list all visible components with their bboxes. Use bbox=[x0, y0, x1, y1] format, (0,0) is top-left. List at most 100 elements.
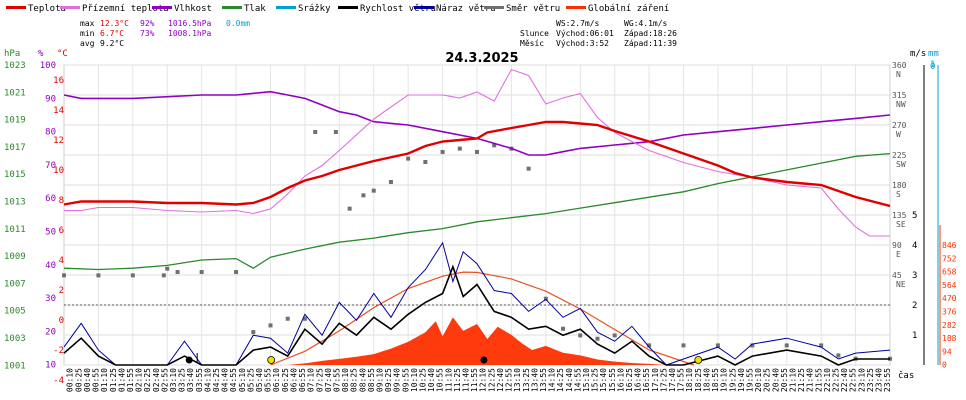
rad-tick-5: 376 bbox=[942, 308, 957, 317]
x-tick-67: 16:55 bbox=[642, 368, 651, 392]
x-tick-2: 00:40 bbox=[83, 368, 92, 392]
series-pressure-line bbox=[63, 152, 891, 271]
legend-label-8: Globální záření bbox=[588, 4, 669, 14]
x-tick-54: 13:40 bbox=[530, 368, 539, 392]
legend-label-7: Směr větru bbox=[506, 4, 560, 14]
c-tick-3: 10 bbox=[53, 166, 64, 176]
rad-tick-3: 564 bbox=[942, 281, 957, 290]
stat-max-label: max bbox=[80, 19, 95, 28]
hpa-tick-5: 1013 bbox=[4, 198, 26, 208]
hpa-tick-3: 1017 bbox=[4, 143, 26, 153]
wind-dir-point-8 bbox=[251, 330, 256, 335]
x-tick-85: 21:25 bbox=[797, 368, 806, 392]
x-tick-83: 20:55 bbox=[780, 368, 789, 392]
x-tick-51: 12:55 bbox=[505, 368, 514, 392]
x-tick-92: 23:10 bbox=[857, 368, 866, 392]
dir-lbl-3: SW bbox=[896, 160, 906, 169]
x-tick-52: 13:10 bbox=[513, 368, 522, 392]
x-tick-3: 00:55 bbox=[92, 368, 101, 392]
legend-swatch-7 bbox=[484, 6, 504, 9]
dir-lbl-6: E bbox=[896, 250, 901, 259]
x-tick-40: 10:10 bbox=[410, 368, 419, 392]
ms-tick-2: 3 bbox=[912, 271, 917, 281]
pct-tick-5: 50 bbox=[45, 228, 56, 238]
x-tick-82: 20:40 bbox=[771, 368, 780, 392]
series-wind-speed-line bbox=[63, 264, 890, 366]
x-tick-37: 09:25 bbox=[384, 368, 393, 392]
noon-marker bbox=[480, 356, 488, 364]
axis-unit-pct: % bbox=[38, 49, 44, 59]
mm-tick-0: 1 bbox=[930, 60, 935, 70]
x-tick-26: 06:40 bbox=[289, 368, 298, 392]
x-tick-11: 02:55 bbox=[160, 368, 169, 392]
info-ws: WS:2.7m/s bbox=[556, 19, 600, 28]
x-tick-10: 02:40 bbox=[152, 368, 161, 392]
dir-lbl-1: NW bbox=[896, 100, 906, 109]
x-tick-73: 18:25 bbox=[694, 368, 703, 392]
pct-tick-6: 40 bbox=[45, 261, 56, 271]
x-tick-44: 11:10 bbox=[444, 368, 453, 392]
legend-swatch-5 bbox=[338, 6, 358, 9]
x-tick-41: 10:25 bbox=[419, 368, 428, 392]
wind-dir-point-3 bbox=[161, 273, 166, 278]
x-tick-0: 00:10 bbox=[66, 368, 75, 392]
x-tick-18: 04:40 bbox=[221, 368, 230, 392]
x-tick-61: 15:25 bbox=[591, 368, 600, 392]
pct-tick-2: 80 bbox=[45, 128, 56, 138]
wind-dir-point-32 bbox=[681, 343, 686, 348]
x-tick-66: 16:40 bbox=[634, 368, 643, 392]
dir-deg-5: 135 bbox=[892, 211, 907, 220]
stats-block: max 12.3°C 92% 1016.5hPa 0.0mm min 6.7°C… bbox=[80, 19, 250, 48]
moonrise-marker bbox=[185, 356, 193, 364]
legend-swatch-0 bbox=[6, 6, 26, 9]
legend-label-3: Tlak bbox=[244, 4, 266, 14]
x-tick-22: 05:40 bbox=[255, 368, 264, 392]
ms-tick-3: 2 bbox=[912, 301, 917, 311]
x-tick-43: 10:55 bbox=[436, 368, 445, 392]
c-tick-9: -2 bbox=[53, 346, 64, 356]
x-tick-64: 16:10 bbox=[616, 368, 625, 392]
x-tick-30: 07:40 bbox=[324, 368, 333, 392]
wind-dir-point-14 bbox=[347, 206, 352, 211]
x-tick-6: 01:40 bbox=[117, 368, 126, 392]
dir-lbl-5: SE bbox=[896, 220, 906, 229]
hpa-tick-10: 1003 bbox=[4, 334, 26, 344]
x-tick-32: 08:10 bbox=[341, 368, 350, 392]
wind-dir-point-0 bbox=[62, 273, 66, 278]
x-tick-65: 16:25 bbox=[625, 368, 634, 392]
x-tick-69: 17:25 bbox=[659, 368, 668, 392]
x-tick-35: 08:55 bbox=[367, 368, 376, 392]
x-tick-46: 11:40 bbox=[462, 368, 471, 392]
hpa-tick-1: 1021 bbox=[4, 88, 26, 98]
legend-swatch-3 bbox=[222, 6, 242, 9]
wind-dir-point-1 bbox=[96, 273, 101, 278]
wind-dir-point-35 bbox=[784, 343, 789, 348]
x-tick-12: 03:10 bbox=[169, 368, 178, 392]
stat-max-press: 1016.5hPa bbox=[168, 19, 212, 28]
series-temperature-line bbox=[63, 120, 891, 208]
pct-tick-3: 70 bbox=[45, 161, 56, 171]
wind-dir-point-5 bbox=[175, 270, 180, 275]
x-tick-5: 01:25 bbox=[109, 368, 118, 392]
x-tick-76: 19:10 bbox=[720, 368, 729, 392]
legend-label-2: Vlhkost bbox=[174, 4, 212, 14]
hpa-tick-0: 1023 bbox=[4, 61, 26, 71]
x-tick-53: 13:25 bbox=[522, 368, 531, 392]
pct-tick-1: 90 bbox=[45, 94, 56, 104]
wind-dir-point-4 bbox=[165, 266, 170, 271]
x-tick-19: 04:55 bbox=[229, 368, 238, 392]
x-tick-14: 03:40 bbox=[186, 368, 195, 392]
dir-lbl-7: NE bbox=[896, 280, 906, 289]
wind-dir-point-11 bbox=[302, 316, 307, 321]
wind-dir-point-16 bbox=[371, 188, 376, 193]
wind-dir-point-7 bbox=[234, 270, 239, 275]
c-tick-5: 6 bbox=[59, 226, 64, 236]
legend-swatch-4 bbox=[276, 6, 296, 9]
wind-dir-point-2 bbox=[130, 273, 135, 278]
x-tick-71: 17:55 bbox=[677, 368, 686, 392]
x-tick-7: 01:55 bbox=[126, 368, 135, 392]
chart-title: 24.3.2025 bbox=[445, 51, 518, 66]
ms-tick-0: 5 bbox=[912, 211, 917, 221]
